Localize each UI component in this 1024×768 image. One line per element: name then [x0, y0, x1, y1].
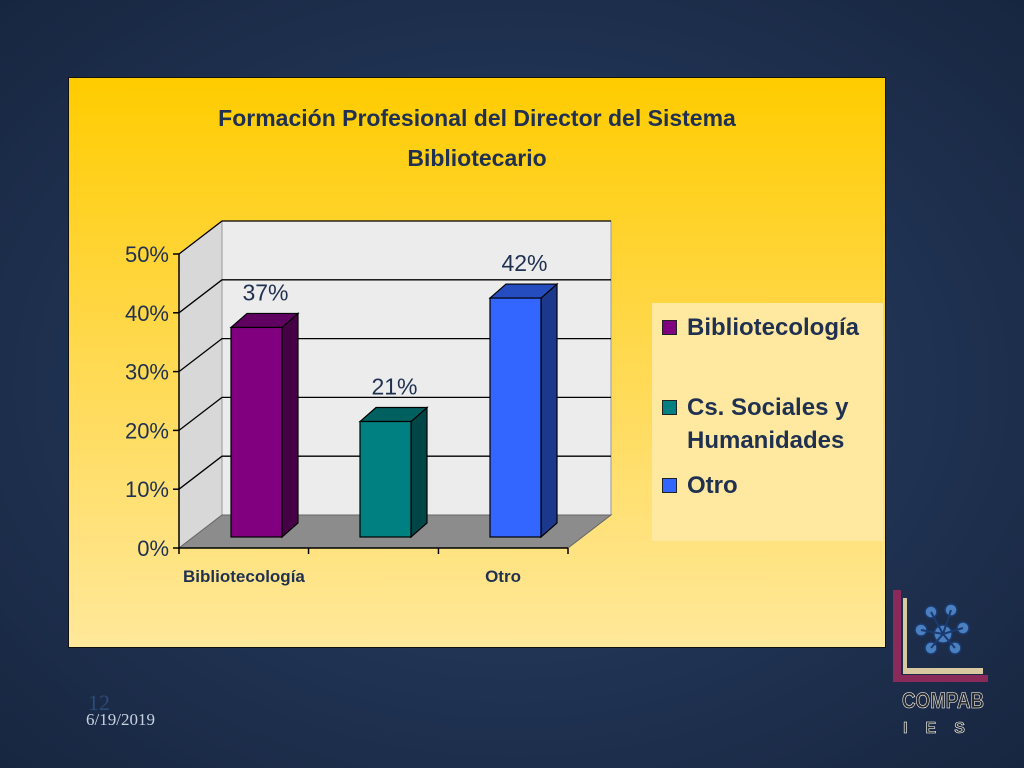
legend-item: Cs. Sociales y Humanidades [662, 391, 877, 457]
gridline [178, 455, 611, 490]
chart-title-line: Formación Profesional del Director del S… [218, 105, 736, 131]
y-tick-label: 20% [125, 418, 169, 443]
logo-text-bottom: IES [903, 720, 983, 737]
bar-chart: Formación Profesional del Director del S… [125, 105, 736, 586]
x-category-label: Otro [485, 567, 521, 586]
data-label: 37% [242, 279, 288, 305]
bar [229, 312, 300, 539]
legend-swatch [662, 478, 677, 493]
legend-swatch [662, 320, 677, 335]
legend-label: Cs. Sociales y Humanidades [687, 394, 849, 454]
bar [488, 282, 559, 539]
logo-text-top: COMPAB [902, 688, 984, 713]
gridline [178, 337, 611, 373]
compab-logo: COMPAB IES [893, 590, 988, 737]
gridline [178, 279, 611, 314]
bar [358, 406, 429, 539]
chart-panel: Formación Profesional del Director del S… [68, 77, 886, 648]
legend-swatch [662, 400, 677, 415]
data-label: 42% [501, 250, 547, 276]
y-tick-label: 50% [125, 242, 169, 267]
chart-title-line: Bibliotecario [407, 145, 546, 171]
y-tick-label: 0% [137, 536, 169, 561]
gridline [178, 396, 611, 431]
legend-label: Bibliotecología [687, 314, 860, 341]
legend-item: Otro [662, 469, 877, 502]
slide-number: 12 [88, 690, 110, 715]
y-tick-label: 30% [125, 360, 169, 385]
legend-label: Otro [687, 472, 738, 499]
slide-date: 6/19/2019 [86, 710, 155, 729]
side-wall [178, 219, 223, 550]
gridline [178, 220, 611, 255]
chart-legend: Bibliotecología Cs. Sociales y Humanidades… [652, 303, 883, 541]
data-label: 21% [371, 374, 417, 400]
y-tick-label: 40% [125, 301, 169, 326]
legend-item: Bibliotecología [662, 311, 877, 344]
y-tick-label: 10% [125, 477, 169, 502]
x-category-label: Bibliotecología [183, 567, 305, 586]
